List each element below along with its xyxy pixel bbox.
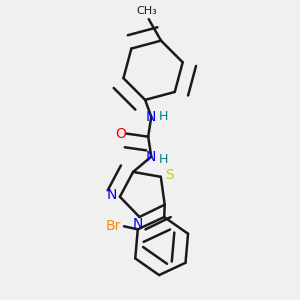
Text: H: H (159, 110, 168, 123)
Text: N: N (146, 150, 157, 164)
Text: N: N (133, 217, 143, 231)
Text: CH₃: CH₃ (137, 7, 158, 16)
Text: H: H (159, 153, 168, 166)
Text: N: N (106, 188, 116, 202)
Text: S: S (165, 168, 174, 182)
Text: Br: Br (106, 219, 121, 233)
Text: O: O (115, 127, 126, 141)
Text: N: N (146, 110, 157, 124)
